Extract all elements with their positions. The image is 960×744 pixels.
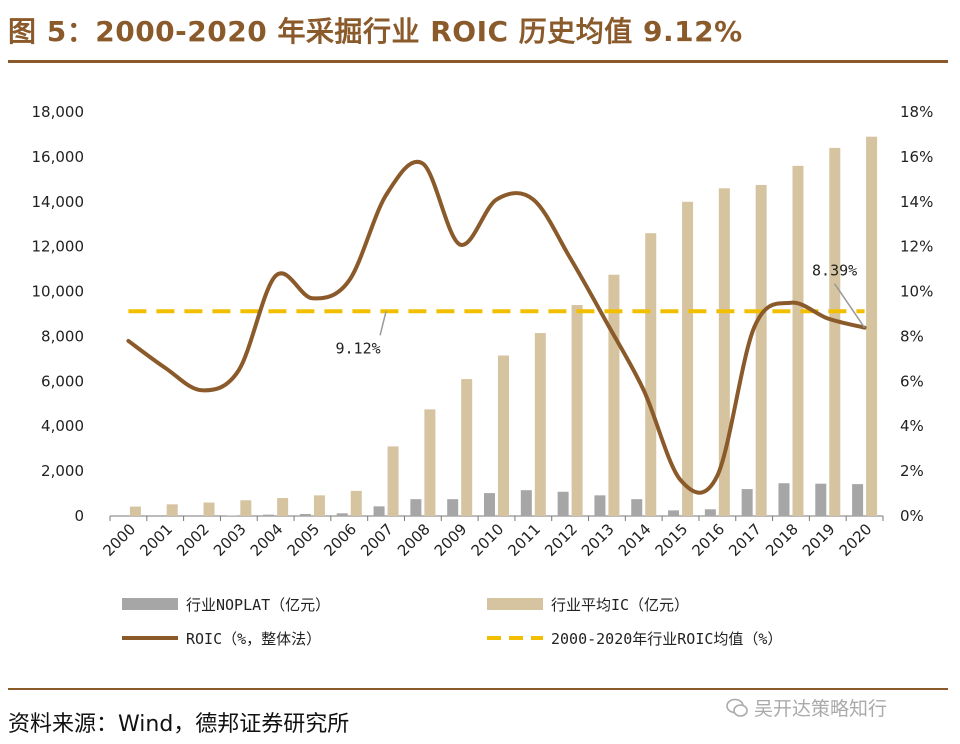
bars xyxy=(129,136,878,517)
y-left-tick-label: 18,000 xyxy=(32,103,85,121)
ic-bar xyxy=(461,379,473,516)
noplat-bar xyxy=(778,483,790,516)
roic-2020-callout-label: 8.39% xyxy=(812,262,857,280)
roic-2020-callout-leader xyxy=(833,283,866,329)
noplat-bar xyxy=(557,491,569,516)
noplat-bar xyxy=(741,489,753,516)
roic-combo-chart: 0 2,000 4,000 6,000 8,000 10,000 12,000 14,000 1… xyxy=(31,103,934,648)
legend-label: 行业平均IC（亿元） xyxy=(551,596,689,614)
ic-bar xyxy=(571,305,583,516)
y-right-tick-label: 16% xyxy=(900,148,933,166)
wechat-icon xyxy=(726,698,748,717)
ic-bar xyxy=(682,201,694,516)
y-right-tick-label: 10% xyxy=(900,283,933,301)
y-left-tick-label: 2,000 xyxy=(41,462,84,480)
ic-bar xyxy=(129,506,141,516)
y-left-tick-label: 12,000 xyxy=(32,238,85,256)
ic-bar xyxy=(792,165,804,516)
noplat-bar xyxy=(447,499,459,516)
noplat-bar xyxy=(373,506,385,516)
watermark: 吴开达策略知行 xyxy=(726,694,887,721)
source-note: 资料来源：Wind，德邦证券研究所 xyxy=(8,712,350,737)
noplat-bar xyxy=(336,513,348,516)
avg-callout-leader xyxy=(379,311,387,336)
y-left-tick-label: 14,000 xyxy=(32,193,85,211)
noplat-bar xyxy=(852,484,864,516)
avg-callout-label: 9.12% xyxy=(335,339,380,357)
figure-title: 图 5：2000-2020 年采掘行业 ROIC 历史均值 9.12% xyxy=(8,15,743,48)
y-right-tick-label: 2% xyxy=(900,462,924,480)
legend-swatch-noplat xyxy=(122,598,178,610)
legend: 行业NOPLAT（亿元） 行业平均IC（亿元） ROIC（%，整体法） 2000-20… xyxy=(122,596,782,648)
noplat-bar xyxy=(815,483,827,516)
noplat-bar xyxy=(263,514,275,516)
y-left-tick-label: 4,000 xyxy=(41,417,84,435)
ic-bar xyxy=(240,500,252,516)
y-left-tick-label: 6,000 xyxy=(41,372,84,390)
noplat-bar xyxy=(668,510,680,516)
legend-label: 2000-2020年行业ROIC均值（%） xyxy=(551,630,782,648)
y-right-tick-label: 8% xyxy=(900,327,924,345)
ic-bar xyxy=(534,333,546,516)
ic-bar xyxy=(866,136,878,516)
legend-label: ROIC（%，整体法） xyxy=(186,630,321,648)
y-right-tick-label: 14% xyxy=(900,193,933,211)
ic-bar xyxy=(608,274,620,516)
legend-label: 行业NOPLAT（亿元） xyxy=(186,596,330,614)
annotations: 9.12% 8.39% xyxy=(335,262,866,357)
ic-bar xyxy=(755,184,767,516)
legend-swatch-ic xyxy=(487,598,543,610)
y-right-tick-label: 18% xyxy=(900,103,933,121)
ic-bar xyxy=(277,498,289,516)
ic-bar xyxy=(203,502,215,516)
y-left-tick-label: 16,000 xyxy=(32,148,85,166)
noplat-bar xyxy=(520,490,532,516)
title-divider xyxy=(8,60,948,63)
ic-bar xyxy=(718,188,730,517)
ic-bar xyxy=(350,490,362,516)
ic-bar xyxy=(166,504,178,516)
ic-bar xyxy=(313,495,325,516)
watermark-text: 吴开达策略知行 xyxy=(754,698,888,720)
footer-divider xyxy=(8,688,948,690)
noplat-bar xyxy=(410,499,422,516)
noplat-bar xyxy=(299,513,311,516)
noplat-bar xyxy=(484,493,495,516)
ic-bar xyxy=(387,446,399,516)
lines xyxy=(126,159,867,495)
y-left-tick-label: 10,000 xyxy=(32,283,85,301)
y-right-tick-label: 6% xyxy=(900,372,924,390)
y-right-tick-label: 4% xyxy=(900,417,924,435)
roic-line xyxy=(126,159,867,495)
ic-bar xyxy=(645,233,657,516)
y-right-tick-label: 0% xyxy=(900,507,924,525)
ic-bar xyxy=(498,355,509,516)
y-right-tick-label: 12% xyxy=(900,238,933,256)
ic-bar xyxy=(424,409,436,516)
ic-bar xyxy=(829,147,841,516)
noplat-bar xyxy=(594,495,606,516)
y-left-tick-label: 8,000 xyxy=(41,327,84,345)
noplat-bar xyxy=(704,509,716,516)
y-left-tick-label: 0 xyxy=(74,507,84,525)
noplat-bar xyxy=(631,499,643,516)
